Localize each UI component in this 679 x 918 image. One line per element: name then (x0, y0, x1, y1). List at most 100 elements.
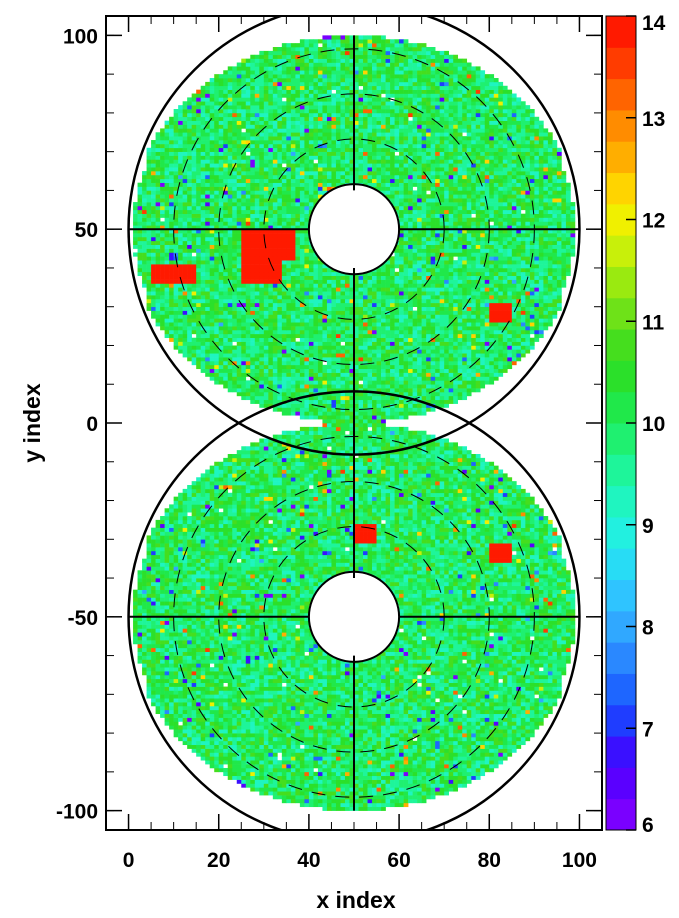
heatmap-cell (200, 605, 206, 610)
heatmap-cell (511, 585, 517, 590)
heatmap-cell (317, 764, 323, 769)
heatmap-cell (313, 760, 319, 765)
heatmap-cell (340, 798, 346, 804)
heatmap-cell (155, 647, 161, 652)
heatmap-cell (281, 620, 287, 625)
heatmap-cell (552, 643, 558, 649)
heatmap-cell (520, 690, 526, 695)
heatmap-cell (493, 674, 499, 680)
heatmap-cell (191, 721, 197, 726)
heatmap-cell (308, 744, 314, 749)
heatmap-cell (286, 709, 292, 715)
heatmap-cell (385, 721, 391, 726)
heatmap-cell (241, 609, 247, 614)
heatmap-cell (358, 729, 364, 734)
heatmap-cell (367, 694, 373, 699)
heatmap-cell (556, 682, 562, 687)
heatmap-cell (164, 655, 170, 660)
heatmap-cell (516, 698, 522, 703)
heatmap-cell (421, 783, 427, 788)
heatmap-cell (304, 729, 310, 734)
heatmap-cell (263, 752, 269, 757)
heatmap-cell (466, 574, 472, 579)
heatmap-cell (169, 612, 174, 618)
heatmap-cell (232, 612, 238, 618)
heatmap-cell (241, 779, 247, 784)
heatmap-cell (281, 709, 287, 715)
heatmap-cell (200, 721, 206, 726)
heatmap-cell (493, 694, 499, 699)
heatmap-cell (232, 628, 238, 633)
heatmap-cell (209, 729, 215, 734)
heatmap-cell (263, 663, 269, 668)
heatmap-cell (196, 643, 201, 649)
heatmap-cell (534, 682, 540, 687)
heatmap-cell (173, 593, 179, 598)
heatmap-cell (394, 705, 400, 711)
heatmap-cell (259, 736, 265, 742)
heatmap-cell (354, 802, 359, 808)
heatmap-cell (538, 713, 544, 718)
heatmap-cell (457, 663, 463, 668)
heatmap-cell (381, 791, 386, 796)
heatmap-cell (439, 783, 445, 788)
heatmap-cell (426, 705, 431, 711)
heatmap-cell (317, 775, 323, 780)
heatmap-cell (561, 628, 567, 633)
heatmap-cell (507, 694, 513, 699)
heatmap-cell (390, 736, 395, 742)
heatmap-cell (295, 705, 301, 711)
heatmap-cell (223, 756, 229, 761)
heatmap-cell (507, 640, 513, 645)
heatmap-cell (390, 659, 395, 664)
heatmap-cell (354, 667, 359, 672)
heatmap-cell (453, 779, 459, 784)
heatmap-cell (421, 628, 427, 633)
heatmap-cell (516, 640, 522, 645)
heatmap-cell (169, 717, 174, 722)
heatmap-cell (164, 593, 170, 598)
heatmap-cell (232, 752, 238, 757)
heatmap-cell (133, 640, 138, 645)
heatmap-cell (182, 647, 188, 652)
heatmap-cell (552, 593, 558, 598)
heatmap-cell (295, 690, 301, 695)
heatmap-cell (173, 566, 179, 571)
heatmap-cell (403, 717, 409, 722)
heatmap-cell (299, 566, 305, 571)
heatmap-cell (426, 585, 431, 590)
heatmap-cell (376, 783, 382, 788)
heatmap-cell (259, 686, 265, 691)
heatmap-cell (335, 775, 341, 780)
heatmap-cell (439, 771, 445, 777)
heatmap-cell (250, 616, 256, 621)
heatmap-cell (277, 740, 283, 746)
heatmap-cell (340, 752, 346, 757)
heatmap-cell (232, 589, 238, 594)
heatmap-cell (164, 709, 170, 715)
heatmap-cell (151, 671, 156, 676)
heatmap-cell (182, 616, 188, 621)
heatmap-cell (205, 748, 211, 753)
heatmap-cell (538, 566, 544, 571)
heatmap-cell (448, 562, 454, 567)
heatmap-cell (489, 574, 495, 579)
heatmap-cell (178, 702, 183, 707)
heatmap-cell (169, 640, 174, 645)
heatmap-cell (164, 570, 170, 575)
heatmap-cell (444, 632, 449, 637)
heatmap-cell (187, 578, 192, 583)
heatmap-cell (538, 690, 544, 695)
heatmap-cell (489, 729, 495, 734)
heatmap-cell (263, 682, 269, 687)
heatmap-cell (317, 702, 323, 707)
heatmap-cell (232, 570, 238, 575)
heatmap-cell (367, 659, 373, 664)
heatmap-cell (299, 585, 305, 590)
heatmap-cell (543, 655, 549, 660)
heatmap-cell (151, 643, 156, 649)
heatmap-cell (471, 570, 477, 575)
heatmap-cell (358, 678, 364, 684)
heatmap-cell (403, 643, 409, 649)
heatmap-cell (277, 767, 283, 773)
